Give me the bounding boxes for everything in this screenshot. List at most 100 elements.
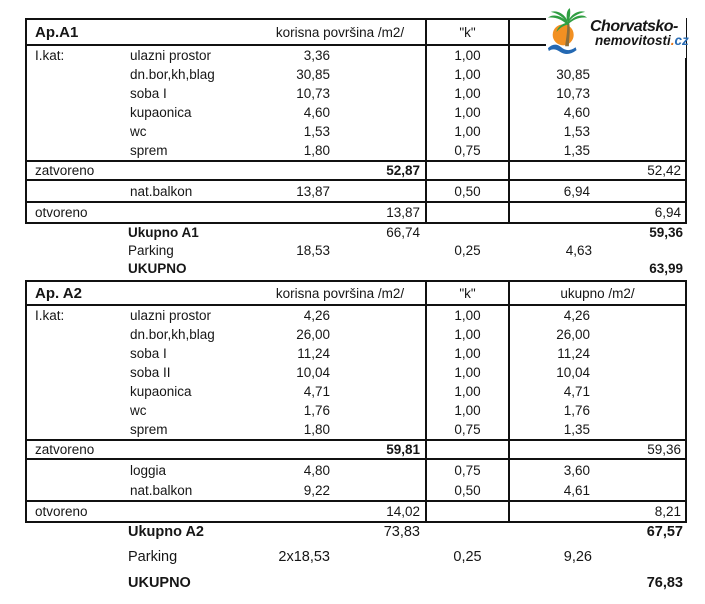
zatvoreno-label: zatvoreno bbox=[35, 442, 95, 457]
room-total: 10,73 bbox=[556, 86, 590, 101]
logo-tld: cz bbox=[674, 33, 689, 48]
parking-total: 4,63 bbox=[565, 243, 592, 258]
table-row: I.kat: ulazni prostor 4,26 1,00 4,26 bbox=[27, 306, 685, 325]
room-name: kupaonica bbox=[130, 384, 192, 399]
grand-total-label: UKUPNO bbox=[128, 575, 191, 591]
room-area: 1,76 bbox=[303, 403, 330, 418]
room-total: 26,00 bbox=[556, 327, 590, 342]
apartment-title-a1: Ap.A1 bbox=[35, 23, 79, 41]
zatvoreno-total: 59,36 bbox=[647, 442, 681, 457]
room-k: 1,00 bbox=[425, 84, 510, 103]
room-area: 10,73 bbox=[296, 86, 330, 101]
room-name: loggia bbox=[130, 462, 167, 478]
otvoreno-area: 14,02 bbox=[386, 504, 420, 519]
table-row: I.kat: ulazni prostor 3,36 1,00 bbox=[27, 46, 685, 65]
room-total: 1,76 bbox=[563, 403, 590, 418]
ukupno-a2-label: Ukupno A2 bbox=[128, 524, 204, 540]
zatvoreno-label: zatvoreno bbox=[35, 163, 95, 178]
room-k: 1,00 bbox=[425, 401, 510, 420]
otvoreno-total: 6,94 bbox=[654, 205, 681, 220]
zatvoreno-area: 59,81 bbox=[386, 442, 420, 457]
room-area: 10,04 bbox=[296, 365, 330, 380]
room-k: 1,00 bbox=[425, 325, 510, 344]
room-total: 4,26 bbox=[563, 308, 590, 323]
room-area: 1,80 bbox=[303, 143, 330, 158]
room-k: 1,00 bbox=[425, 122, 510, 141]
room-area: 26,00 bbox=[296, 327, 330, 342]
room-k: 0,75 bbox=[425, 141, 510, 160]
room-name: dn.bor,kh,blag bbox=[130, 67, 215, 82]
table-row: soba I 11,24 1,00 11,24 bbox=[27, 344, 685, 363]
room-total: 4,61 bbox=[563, 482, 590, 498]
room-k: 0,50 bbox=[425, 181, 510, 201]
parking-k: 0,25 bbox=[453, 549, 482, 565]
table-row: wc 1,76 1,00 1,76 bbox=[27, 401, 685, 420]
otvoreno-row: otvoreno 13,87 6,94 bbox=[27, 201, 685, 222]
table-row: nat.balkon 9,22 0,50 4,61 bbox=[27, 480, 685, 500]
ukupno-a2-area: 73,83 bbox=[383, 524, 420, 540]
column-header-k: "k" bbox=[425, 282, 510, 304]
room-area: 3,36 bbox=[303, 48, 330, 63]
table-row: kupaonica 4,71 1,00 4,71 bbox=[27, 382, 685, 401]
table-row: soba I 10,73 1,00 10,73 bbox=[27, 84, 685, 103]
logo-brand-line2: nemovitosti.cz bbox=[595, 33, 689, 48]
table-row: loggia 4,80 0,75 3,60 bbox=[27, 460, 685, 480]
table-row: kupaonica 4,60 1,00 4,60 bbox=[27, 103, 685, 122]
otvoreno-row: otvoreno 14,02 8,21 bbox=[27, 500, 685, 521]
parking-total: 9,26 bbox=[563, 549, 592, 565]
room-k: 1,00 bbox=[425, 382, 510, 401]
room-name: sprem bbox=[130, 143, 168, 158]
parking-area: 18,53 bbox=[296, 243, 330, 258]
otvoreno-area: 13,87 bbox=[386, 205, 420, 220]
grand-total-value: 76,83 bbox=[646, 575, 683, 591]
room-total: 1,35 bbox=[563, 143, 590, 158]
grand-total-value: 63,99 bbox=[649, 261, 683, 276]
room-total: 3,60 bbox=[563, 462, 590, 478]
column-header-ukupno: ukupno /m2/ bbox=[560, 285, 635, 301]
room-name: nat.balkon bbox=[130, 183, 193, 199]
ukupno-a2-row: Ukupno A2 73,83 67,57 bbox=[25, 520, 687, 544]
table-row: sprem 1,80 0,75 1,35 bbox=[27, 420, 685, 439]
grand-total-label: UKUPNO bbox=[128, 261, 187, 276]
room-total: 11,24 bbox=[557, 346, 590, 361]
parking-area: 2x18,53 bbox=[278, 549, 330, 565]
otvoreno-total: 8,21 bbox=[654, 504, 681, 519]
ukupno-a1-area: 66,74 bbox=[386, 225, 420, 240]
ukupno-a1-total: 59,36 bbox=[649, 225, 683, 240]
room-name: soba I bbox=[130, 86, 167, 101]
table-row: soba II 10,04 1,00 10,04 bbox=[27, 363, 685, 382]
table-ap-a2: Ap. A2 korisna površina /m2/ "k" ukupno … bbox=[25, 280, 687, 523]
grand-total-row: UKUPNO 76,83 bbox=[25, 570, 687, 596]
table-row: wc 1,53 1,00 1,53 bbox=[27, 122, 685, 141]
room-name: sprem bbox=[130, 422, 168, 437]
room-total: 30,85 bbox=[556, 67, 590, 82]
room-area: 30,85 bbox=[296, 67, 330, 82]
room-name: dn.bor,kh,blag bbox=[130, 327, 215, 342]
room-area: 1,53 bbox=[303, 124, 330, 139]
room-total: 4,60 bbox=[563, 105, 590, 120]
table-row: nat.balkon 13,87 0,50 6,94 bbox=[27, 181, 685, 201]
zatvoreno-area: 52,87 bbox=[386, 163, 420, 178]
room-area: 11,24 bbox=[297, 346, 330, 361]
room-area: 4,26 bbox=[303, 308, 330, 323]
room-k: 1,00 bbox=[425, 46, 510, 65]
room-k: 1,00 bbox=[425, 344, 510, 363]
ukupno-a2-total: 67,57 bbox=[646, 524, 683, 540]
zatvoreno-total: 52,42 bbox=[647, 163, 681, 178]
room-area: 4,80 bbox=[303, 462, 330, 478]
parking-label: Parking bbox=[128, 549, 178, 565]
table-header-row: Ap.A1 korisna površina /m2/ "k" bbox=[27, 20, 685, 46]
summary-a2: Ukupno A2 73,83 67,57 Parking 2x18,53 0,… bbox=[25, 520, 687, 596]
parking-label: Parking bbox=[128, 243, 174, 258]
room-total: 10,04 bbox=[556, 365, 590, 380]
column-header-korisna: korisna površina /m2/ bbox=[275, 24, 405, 40]
room-name: wc bbox=[130, 403, 147, 418]
room-area: 1,80 bbox=[303, 422, 330, 437]
room-total: 1,53 bbox=[563, 124, 590, 139]
room-name: kupaonica bbox=[130, 105, 192, 120]
room-k: 0,75 bbox=[425, 420, 510, 439]
room-area: 9,22 bbox=[303, 482, 330, 498]
chorvatsko-nemovitosti-logo: Chorvatsko- nemovitosti.cz bbox=[546, 7, 689, 58]
zatvoreno-row: zatvoreno 52,87 52,42 bbox=[27, 160, 685, 181]
